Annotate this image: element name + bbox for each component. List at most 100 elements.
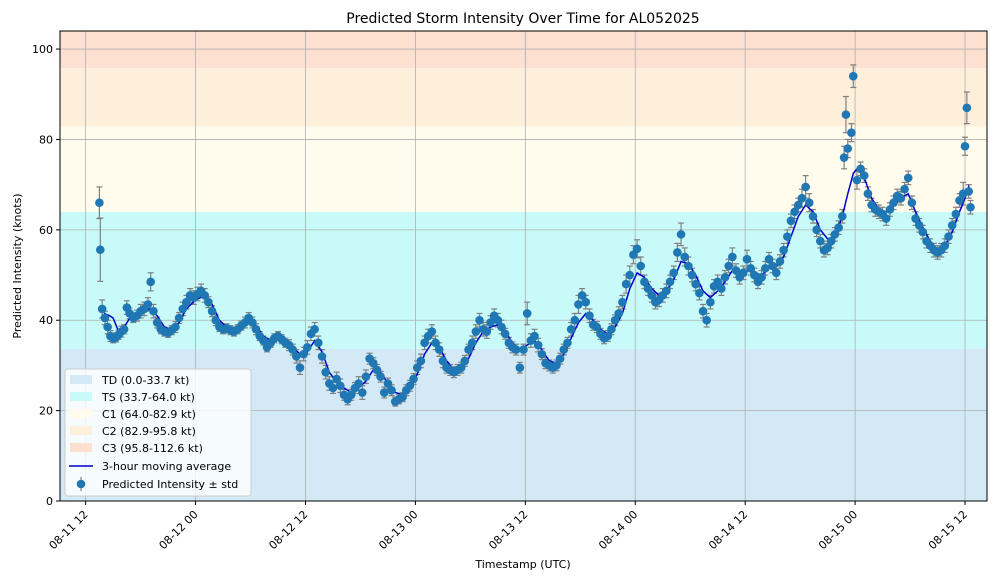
data-point-134 [570,315,580,325]
data-point-222 [885,205,895,214]
data-point-182 [746,263,755,273]
data-point-193 [786,216,796,226]
data-point-212 [848,71,858,81]
y-tick-label-0: 0 [46,495,53,508]
data-point-210 [843,144,853,153]
data-point-1 [96,245,105,255]
data-point-91 [412,363,422,372]
data-point-129 [552,361,561,370]
y-tick-label-2: 40 [39,314,53,327]
data-point-26 [174,313,184,323]
data-point-125 [537,349,547,359]
x-tick-label-2: 08-12 12 [266,508,310,552]
data-point-103 [456,363,466,372]
data-point-152 [636,261,646,271]
band-c1 [60,126,987,212]
legend-label-ts: TS (33.7-64.0 kt) [101,391,195,404]
data-point-211 [847,128,856,137]
data-point-69 [332,374,341,384]
data-point-123 [530,331,539,341]
data-point-198 [804,198,814,208]
data-point-0 [95,198,104,208]
data-point-121 [522,309,532,318]
legend-swatch-c3 [70,443,92,452]
data-point-168 [695,288,704,298]
data-point-145 [610,315,620,325]
data-point-188 [768,261,777,271]
data-point-81 [376,372,385,382]
data-point-245 [964,187,973,196]
band-ts [60,211,987,349]
data-point-223 [889,198,898,208]
data-point-133 [566,324,576,334]
data-point-216 [863,189,873,198]
data-point-25 [171,322,180,332]
legend-label-c2: C2 (82.9-95.8 kt) [102,425,196,438]
data-point-80 [372,365,382,375]
data-point-229 [911,214,920,223]
data-point-178 [731,266,741,275]
data-point-138 [585,311,594,321]
legend-label-points: Predicted Intensity ± std [102,478,238,491]
data-point-199 [808,211,818,221]
data-point-192 [783,232,792,241]
data-point-155 [647,291,657,300]
x-tick-label-7: 08-15 00 [816,508,860,552]
data-point-58 [292,352,301,361]
data-point-205 [830,230,840,239]
legend-swatch-c1 [70,409,92,418]
data-point-164 [680,252,690,262]
data-point-96 [431,338,440,348]
data-point-118 [511,345,521,354]
x-tick-label-8: 08-15 12 [926,508,970,552]
band-c2 [60,68,987,127]
chart-title: Predicted Storm Intensity Over Time for … [346,11,699,27]
data-point-190 [775,257,785,266]
x-tick-label-3: 08-13 00 [376,508,420,552]
data-point-183 [750,270,759,280]
data-point-167 [691,279,701,289]
data-point-244 [962,103,972,113]
data-point-83 [383,379,393,388]
data-point-28 [182,297,191,307]
plot-frame [59,30,988,502]
data-point-65 [317,352,327,361]
data-point-200 [812,225,821,235]
data-point-49 [259,336,268,345]
data-point-175 [720,272,730,282]
data-point-10 [119,324,129,334]
data-point-143 [603,331,613,341]
x-tick-label-6: 08-14 12 [706,508,750,552]
data-point-240 [951,209,961,219]
legend-label-td: TD (0.0-33.7 kt) [101,374,189,387]
data-point-230 [914,221,924,230]
data-point-189 [772,268,781,278]
data-point-87 [398,392,407,402]
legend-swatch-td [70,375,92,384]
data-point-77 [361,372,371,382]
data-point-130 [555,354,565,363]
data-point-120 [519,345,528,354]
data-point-213 [852,175,862,185]
y-tick-label-3: 60 [39,224,53,237]
data-point-17 [143,300,153,309]
data-point-154 [643,284,653,293]
data-point-191 [779,245,788,255]
data-point-237 [940,241,950,250]
data-point-243 [960,141,970,151]
data-point-165 [684,261,693,271]
y-axis-ticks: 0 20 40 60 80 100 [32,43,60,508]
data-point-221 [881,214,891,223]
x-tick-label-0: 08-11 12 [47,508,91,552]
data-point-60 [299,349,308,359]
data-point-90 [409,374,418,384]
data-point-2 [97,304,107,314]
legend-marker-point [76,479,86,489]
data-point-208 [839,153,849,162]
x-tick-label-5: 08-14 00 [596,508,640,552]
data-point-119 [515,363,525,372]
data-point-225 [896,193,906,203]
legend: TD (0.0-33.7 kt) TS (33.7-64.0 kt) C1 (6… [64,368,252,497]
data-point-46 [248,318,257,327]
